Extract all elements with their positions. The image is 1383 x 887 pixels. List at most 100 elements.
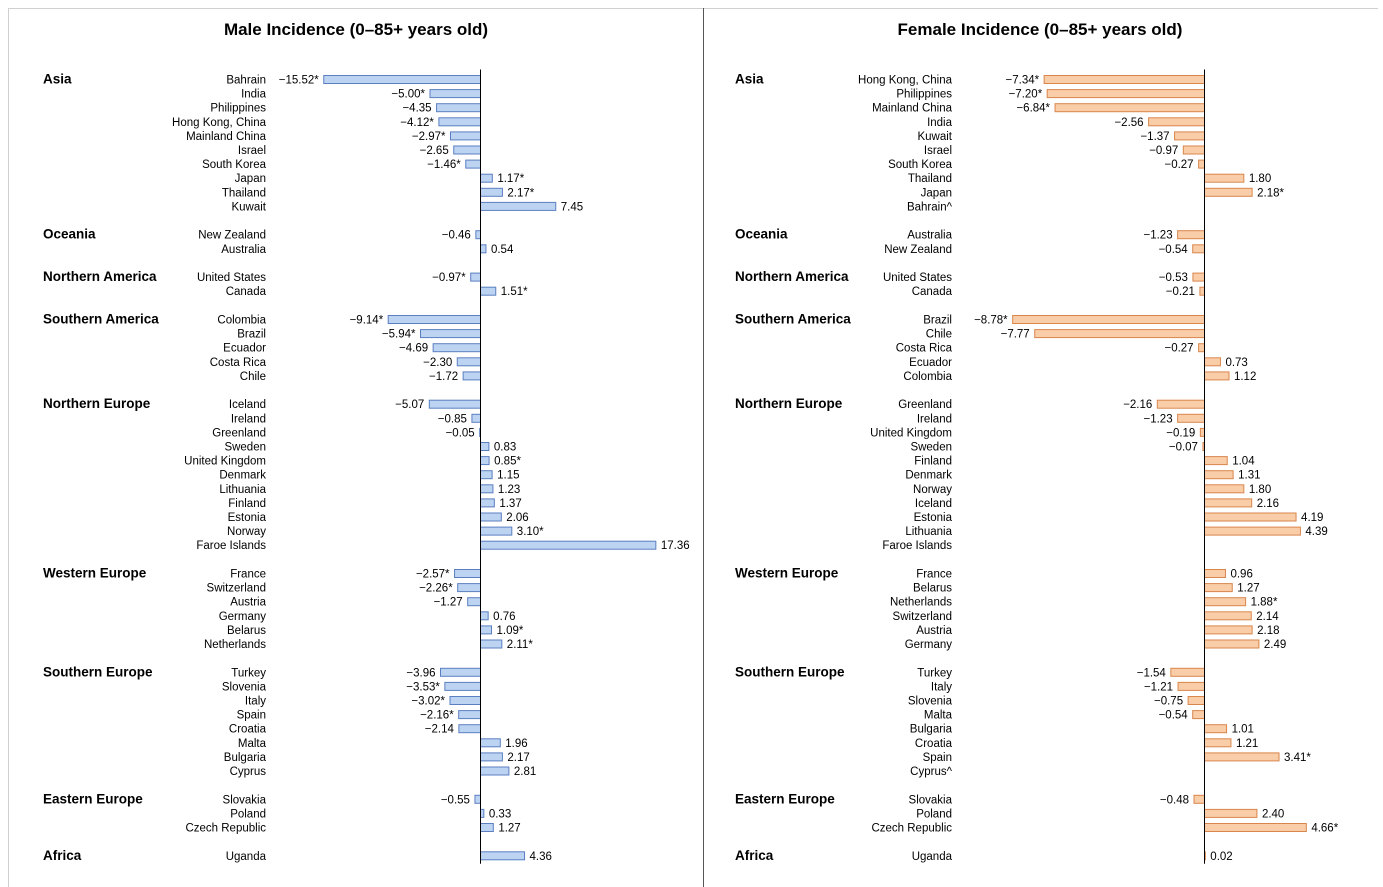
female-value-label-canada: −0.21 xyxy=(1166,286,1195,298)
male-bar-mainland-china xyxy=(450,131,481,141)
male-country-label-ireland: Ireland xyxy=(231,413,266,425)
female-bar-iceland xyxy=(1204,498,1253,508)
female-bar-australia xyxy=(1177,230,1206,240)
male-value-label-bulgaria: 2.17 xyxy=(507,752,529,764)
female-value-label-mainland-china: −6.84* xyxy=(1016,103,1050,115)
male-country-label-bulgaria: Bulgaria xyxy=(224,752,267,764)
female-country-label-norway: Norway xyxy=(913,484,952,496)
female-value-label-france: 0.96 xyxy=(1230,569,1252,581)
male-country-label-italy: Italy xyxy=(245,696,266,708)
male-country-label-france: France xyxy=(230,569,266,581)
female-bar-italy xyxy=(1177,681,1206,691)
female-country-label-greenland: Greenland xyxy=(898,399,952,411)
female-country-label-lithuania: Lithuania xyxy=(905,526,952,538)
female-bar-philippines xyxy=(1046,89,1206,99)
female-country-label-bulgaria: Bulgaria xyxy=(910,724,953,736)
male-country-label-ecuador: Ecuador xyxy=(223,343,266,355)
female-bar-united-states xyxy=(1192,272,1206,282)
male-country-label-norway: Norway xyxy=(227,526,266,538)
male-value-label-hong-kong-china: −4.12* xyxy=(400,117,434,129)
female-value-label-kuwait: −1.37 xyxy=(1140,131,1169,143)
male-bar-finland xyxy=(480,498,495,508)
male-bar-turkey xyxy=(440,667,481,677)
female-region-label-western-europe: Western Europe xyxy=(735,566,839,581)
female-country-label-slovenia: Slovenia xyxy=(908,696,953,708)
male-incidence-panel: Male Incidence (0–85+ years old) Asia Bah… xyxy=(43,20,690,864)
female-value-label-hong-kong-china: −7.34* xyxy=(1006,75,1040,87)
male-value-label-poland: 0.33 xyxy=(489,808,511,820)
male-value-label-norway: 3.10* xyxy=(517,526,544,538)
male-bar-lithuania xyxy=(480,484,494,494)
female-country-label-france: France xyxy=(916,569,952,581)
female-value-label-croatia: 1.21 xyxy=(1236,738,1258,750)
female-country-label-denmark: Denmark xyxy=(905,470,952,482)
male-country-label-germany: Germany xyxy=(219,611,267,623)
female-bar-malta xyxy=(1192,710,1206,720)
male-country-label-switzerland: Switzerland xyxy=(207,583,266,595)
female-country-label-switzerland: Switzerland xyxy=(893,611,952,623)
male-bar-united-kingdom xyxy=(480,456,490,466)
female-value-label-costa-rica: −0.27 xyxy=(1164,343,1193,355)
male-bar-israel xyxy=(453,145,481,155)
male-value-label-bahrain: −15.52* xyxy=(279,75,319,87)
male-country-label-india: India xyxy=(241,89,267,101)
female-country-label-germany: Germany xyxy=(905,639,953,651)
female-country-label-mainland-china: Mainland China xyxy=(872,103,953,115)
female-value-label-united-kingdom: −0.19 xyxy=(1166,427,1195,439)
female-country-label-philippines: Philippines xyxy=(896,89,952,101)
male-value-label-malta: 1.96 xyxy=(505,738,527,750)
female-value-label-finland: 1.04 xyxy=(1232,456,1255,468)
male-country-label-south-korea: South Korea xyxy=(202,159,267,171)
female-region-label-oceania: Oceania xyxy=(735,227,788,242)
female-value-label-philippines: −7.20* xyxy=(1009,89,1043,101)
male-bar-costa-rica xyxy=(456,357,481,367)
male-country-label-austria: Austria xyxy=(230,597,266,609)
female-region-label-africa: Africa xyxy=(735,848,774,863)
female-bar-colombia xyxy=(1204,371,1230,381)
male-bar-norway xyxy=(480,526,513,536)
male-country-label-sweden: Sweden xyxy=(224,442,266,454)
female-country-label-ecuador: Ecuador xyxy=(909,357,952,369)
female-bar-lithuania xyxy=(1204,526,1301,536)
male-value-label-netherlands: 2.11* xyxy=(507,639,534,651)
male-country-label-slovenia: Slovenia xyxy=(222,681,267,693)
male-region-label-southern-europe: Southern Europe xyxy=(43,664,153,679)
male-country-label-philippines: Philippines xyxy=(210,103,266,115)
female-value-label-ecuador: 0.73 xyxy=(1225,357,1247,369)
female-value-label-italy: −1.21 xyxy=(1144,681,1173,693)
male-region-label-northern-europe: Northern Europe xyxy=(43,396,151,411)
female-bar-costa-rica xyxy=(1198,343,1205,353)
female-bar-france xyxy=(1204,569,1226,578)
male-value-label-switzerland: −2.26* xyxy=(419,583,453,595)
male-value-label-united-states: −0.97* xyxy=(432,272,466,284)
male-country-label-finland: Finland xyxy=(228,498,266,510)
female-country-label-united-states: United States xyxy=(883,272,952,284)
female-country-label-bahrain: Bahrain^ xyxy=(907,201,953,213)
male-bar-bulgaria xyxy=(480,752,503,762)
male-country-label-uganda: Uganda xyxy=(226,851,267,863)
male-value-label-south-korea: −1.46* xyxy=(427,159,461,171)
female-value-label-india: −2.56 xyxy=(1114,117,1143,129)
female-country-label-turkey: Turkey xyxy=(917,667,952,679)
female-country-label-costa-rica: Costa Rica xyxy=(896,343,953,355)
female-country-label-spain: Spain xyxy=(923,752,952,764)
female-bar-greenland xyxy=(1156,399,1205,409)
male-value-label-new-zealand: −0.46 xyxy=(442,230,471,242)
female-bar-netherlands xyxy=(1204,597,1247,607)
male-bar-india xyxy=(429,89,481,99)
male-bar-austria xyxy=(467,597,482,607)
male-bar-japan xyxy=(480,173,493,183)
male-value-label-kuwait: 7.45 xyxy=(561,201,583,213)
male-country-label-netherlands: Netherlands xyxy=(204,639,266,651)
male-bar-uganda xyxy=(480,851,526,861)
female-bar-ecuador xyxy=(1204,357,1221,367)
male-country-label-bahrain: Bahrain xyxy=(226,75,266,87)
male-country-label-kuwait: Kuwait xyxy=(231,201,266,213)
female-bar-croatia xyxy=(1204,738,1232,748)
male-bar-estonia xyxy=(480,512,502,522)
female-country-label-slovakia: Slovakia xyxy=(909,794,953,806)
female-country-label-faroe-islands: Faroe Islands xyxy=(882,540,952,552)
female-bar-spain xyxy=(1204,752,1280,762)
female-value-label-poland: 2.40 xyxy=(1262,808,1284,820)
